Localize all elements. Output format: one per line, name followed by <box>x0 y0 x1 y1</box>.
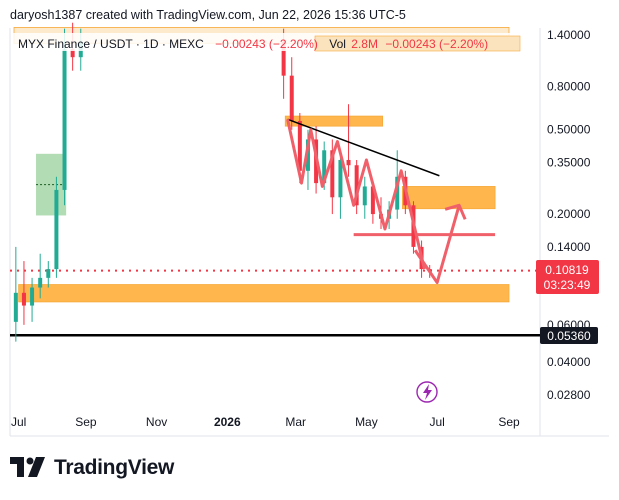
drawings-layer <box>286 118 467 285</box>
y-tick-label: 0.14000 <box>547 240 591 254</box>
zigzag-pattern <box>286 119 426 270</box>
candle-body <box>338 159 343 198</box>
lightning-icon[interactable] <box>416 381 438 403</box>
candle-body <box>289 75 294 121</box>
lines-layer <box>10 233 540 337</box>
candle-body <box>370 186 375 215</box>
x-tick-label: Jul <box>429 415 444 429</box>
y-tick-label: 0.04000 <box>547 355 591 369</box>
candles-layer <box>13 22 432 342</box>
candle-body <box>281 41 286 76</box>
candle-body <box>38 277 43 288</box>
y-tick-label: 0.50000 <box>547 123 591 137</box>
candle-body <box>395 176 400 210</box>
projection-arrowhead <box>444 203 467 220</box>
tradingview-brand: TradingView <box>10 456 174 480</box>
brand-name: TradingView <box>54 456 175 479</box>
zone-resistance-zone-mid <box>401 186 496 210</box>
chart-attribution: daryosh1387 created with TradingView.com… <box>10 8 406 22</box>
candle-body <box>330 150 335 198</box>
x-tick-label: Mar <box>285 415 306 429</box>
candle-body <box>346 159 351 166</box>
countdown-label: 03:23:49 <box>544 278 591 292</box>
candle-body <box>46 269 51 278</box>
x-tick-label: Jul <box>11 415 26 429</box>
y-tick-label: 0.02800 <box>547 388 591 402</box>
candle-body <box>362 186 367 206</box>
y-tick-label: 1.40000 <box>547 28 591 42</box>
y-tick-label: 0.20000 <box>547 207 591 221</box>
support-price-label: 0.05360 <box>547 329 591 343</box>
legend-volume-box <box>314 35 521 52</box>
legend-change: −0.00243 (−2.20%) <box>215 37 318 51</box>
candle-body <box>21 292 26 306</box>
x-tick-label: Nov <box>146 415 167 429</box>
last-price-badge: 0.10819 03:23:49 <box>536 260 599 294</box>
candle-body <box>30 287 35 306</box>
candle-body <box>70 49 75 58</box>
candle-body <box>322 150 327 184</box>
price-scale[interactable]: 1.40000 0.80000 0.50000 0.35000 0.20000 0.140… <box>547 28 591 402</box>
x-tick-label: May <box>355 415 378 429</box>
legend-symbol: MYX Finance / USDT · 1D · MEXC <box>18 37 204 51</box>
candle-body <box>54 189 59 270</box>
candle-body <box>297 120 302 171</box>
legend-text: MYX Finance / USDT · 1D · MEXC −0.00243 … <box>18 37 488 51</box>
time-scale[interactable]: Jul Sep Nov 2026 Mar May Jul Sep <box>11 415 520 429</box>
candle-body <box>305 139 310 171</box>
last-price-label: 0.10819 <box>545 263 589 277</box>
candle-body <box>62 49 67 190</box>
tv-logo-icon <box>10 457 45 477</box>
candle-body <box>354 165 359 206</box>
projection-path <box>413 204 461 285</box>
x-tick-label: 2026 <box>214 415 241 429</box>
descending-trendline <box>287 118 440 177</box>
x-tick-label: Sep <box>75 415 97 429</box>
support-price-badge: 0.05360 <box>540 327 598 344</box>
legend-vol-change: −0.00243 (−2.20%) <box>385 37 488 51</box>
zone-support-zone <box>18 284 510 303</box>
x-tick-label: Sep <box>498 415 520 429</box>
candle-body <box>13 292 18 322</box>
legend-vol-value: 2.8M <box>351 37 378 51</box>
zones-layer <box>13 27 510 303</box>
y-tick-label: 0.80000 <box>547 79 591 93</box>
legend-vol-label: Vol <box>329 37 346 51</box>
y-tick-label: 0.35000 <box>547 156 591 170</box>
zone-resistance-zone-high <box>284 115 384 127</box>
